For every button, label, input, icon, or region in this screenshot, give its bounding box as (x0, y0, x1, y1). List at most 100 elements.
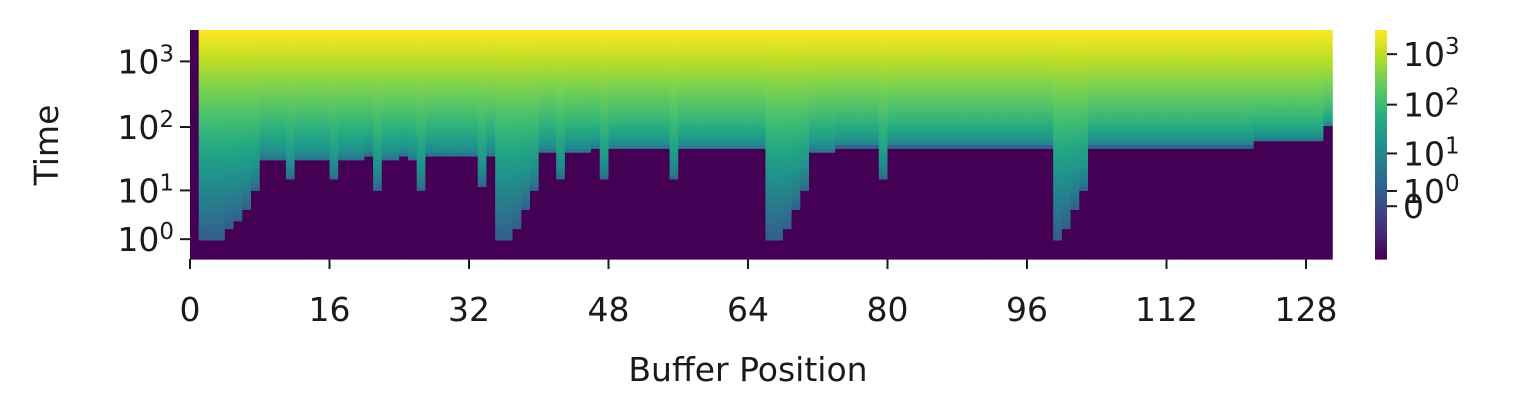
heatmap-cell (721, 102, 732, 107)
heatmap-cell (564, 251, 575, 256)
heatmap-cell (460, 243, 470, 249)
heatmap-cell (434, 121, 444, 127)
heatmap-cell (338, 152, 348, 157)
heatmap-cell (721, 87, 732, 92)
heatmap-cell (843, 98, 854, 104)
heatmap-cell (791, 37, 801, 43)
heatmap-cell (643, 205, 653, 210)
heatmap-cell (294, 232, 304, 237)
heatmap-cell (329, 60, 339, 65)
heatmap-cell (442, 113, 453, 119)
heatmap-cell (617, 75, 627, 81)
heatmap-cell (442, 121, 453, 127)
heatmap-cell (216, 190, 226, 195)
heatmap-cell (573, 232, 583, 237)
heatmap-cell (338, 91, 348, 96)
heatmap-cell (634, 152, 644, 157)
heatmap-cell (521, 94, 531, 100)
heatmap-cell (660, 171, 671, 176)
heatmap-cell (582, 194, 592, 199)
heatmap-cell (809, 217, 819, 222)
heatmap-cell (434, 33, 444, 39)
heatmap-cell (556, 217, 566, 222)
heatmap-cell (817, 144, 828, 149)
heatmap-cell (503, 102, 514, 107)
heatmap-cell (852, 113, 862, 119)
heatmap-cell (634, 56, 644, 62)
heatmap-cell (538, 136, 549, 142)
heatmap-cell (303, 71, 313, 77)
heatmap-cell (678, 49, 688, 54)
heatmap-column (774, 30, 784, 260)
heatmap-cell (721, 113, 732, 119)
heatmap-cell (686, 209, 697, 214)
heatmap-cell (233, 144, 243, 149)
heatmap-cell (216, 106, 226, 111)
heatmap-cell (625, 37, 636, 43)
heatmap-cell (530, 56, 540, 62)
heatmap-cell (477, 79, 488, 85)
heatmap-cell (399, 159, 409, 165)
heatmap-cell (451, 197, 461, 203)
heatmap-cell (765, 152, 775, 157)
heatmap-cell (556, 159, 566, 165)
heatmap-cell (346, 117, 357, 123)
heatmap-cell (765, 255, 775, 260)
heatmap-cell (521, 190, 531, 195)
heatmap-cell (224, 56, 235, 62)
heatmap-cell (320, 106, 331, 111)
heatmap-cell (355, 205, 365, 210)
heatmap-cell (442, 148, 453, 153)
heatmap-cell (355, 236, 365, 241)
heatmap-cell (713, 140, 723, 146)
heatmap-cell (748, 49, 758, 54)
heatmap-cell (303, 106, 313, 111)
heatmap-cell (486, 79, 496, 85)
heatmap-cell (809, 30, 819, 35)
heatmap-cell (748, 68, 758, 73)
heatmap-cell (721, 91, 732, 96)
heatmap-cell (451, 33, 461, 39)
heatmap-cell (399, 152, 409, 157)
heatmap-cell (312, 41, 322, 46)
heatmap-cell (660, 56, 671, 62)
heatmap-cell (303, 228, 313, 233)
heatmap-cell (495, 201, 505, 207)
heatmap-cell (643, 239, 653, 245)
heatmap-cell (878, 251, 889, 256)
heatmap-cell (686, 182, 697, 188)
heatmap-cell (364, 49, 374, 54)
heatmap-cell (198, 75, 209, 81)
heatmap-cell (835, 75, 845, 81)
heatmap-cell (425, 98, 435, 104)
heatmap-cell (338, 41, 348, 46)
heatmap-cell (748, 163, 758, 168)
heatmap-cell (695, 121, 706, 127)
heatmap-cell (320, 41, 331, 46)
heatmap-cell (721, 71, 732, 77)
heatmap-cell (251, 133, 261, 138)
heatmap-cell (826, 117, 836, 123)
heatmap-cell (373, 133, 383, 138)
heatmap-cell (451, 129, 461, 134)
heatmap-cell (329, 186, 339, 191)
heatmap-cell (617, 83, 627, 88)
heatmap-cell (399, 224, 409, 230)
heatmap-cell (277, 98, 287, 104)
heatmap-cell (608, 64, 618, 69)
heatmap-cell (512, 213, 522, 218)
heatmap-cell (617, 94, 627, 100)
heatmap-cell (277, 121, 287, 127)
heatmap-cell (346, 243, 357, 249)
heatmap-cell (486, 171, 496, 176)
heatmap-cell (512, 60, 522, 65)
heatmap-cell (791, 209, 801, 214)
heatmap-cell (329, 94, 339, 100)
heatmap-cell (251, 94, 261, 100)
heatmap-cell (320, 117, 331, 123)
heatmap-cell (643, 87, 653, 92)
heatmap-cell (617, 247, 627, 252)
heatmap-cell (739, 148, 749, 153)
heatmap-cell (251, 171, 261, 176)
heatmap-cell (686, 163, 697, 168)
